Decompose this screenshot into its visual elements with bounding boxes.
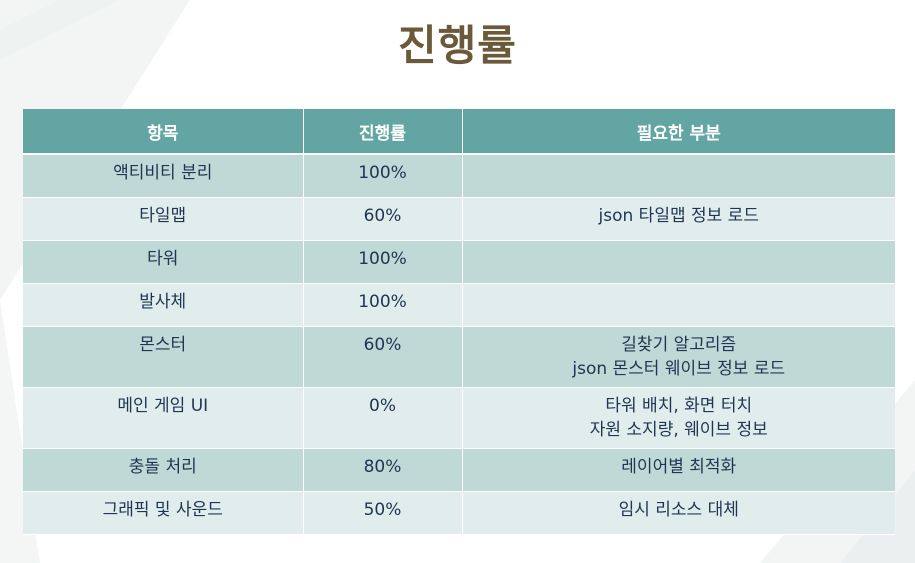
header-item: 항목 bbox=[23, 109, 304, 155]
progress-cell: 100% bbox=[303, 240, 463, 284]
item-cell: 타워 bbox=[23, 240, 304, 284]
needs-line: 자원 소지량, 웨이브 정보 bbox=[589, 420, 768, 440]
progress-cell: 60% bbox=[303, 326, 463, 388]
table-row: 그래픽 및 사운드 50% 임시 리소스 대체 bbox=[23, 491, 895, 535]
item-cell: 발사체 bbox=[23, 283, 304, 327]
table-row: 액티비티 분리 100% bbox=[23, 154, 895, 198]
progress-cell: 80% bbox=[303, 448, 463, 492]
needs-line: 레이어별 최적화 bbox=[621, 457, 737, 477]
item-cell: 그래픽 및 사운드 bbox=[23, 491, 304, 535]
item-cell: 메인 게임 UI bbox=[23, 387, 304, 449]
progress-cell: 50% bbox=[303, 491, 463, 535]
needs-cell: 길찾기 알고리즘 json 몬스터 웨이브 정보 로드 bbox=[462, 326, 895, 388]
item-cell: 몬스터 bbox=[23, 326, 304, 388]
item-cell: 액티비티 분리 bbox=[23, 154, 304, 198]
table-header-row: 항목 진행률 필요한 부분 bbox=[23, 109, 895, 155]
table-row: 메인 게임 UI 0% 타워 배치, 화면 터치 자원 소지량, 웨이브 정보 bbox=[23, 387, 895, 449]
needs-line: json 타일맵 정보 로드 bbox=[598, 206, 759, 226]
needs-cell: 레이어별 최적화 bbox=[462, 448, 895, 492]
progress-cell: 0% bbox=[303, 387, 463, 449]
table-row: 발사체 100% bbox=[23, 283, 895, 327]
header-progress: 진행률 bbox=[303, 109, 463, 155]
needs-cell: 임시 리소스 대체 bbox=[462, 491, 895, 535]
table-row: 타워 100% bbox=[23, 240, 895, 284]
needs-line: 임시 리소스 대체 bbox=[618, 500, 739, 520]
needs-line: json 몬스터 웨이브 정보 로드 bbox=[572, 359, 786, 379]
needs-line: 길찾기 알고리즘 bbox=[621, 335, 737, 355]
table-row: 타일맵 60% json 타일맵 정보 로드 bbox=[23, 197, 895, 241]
table-row: 충돌 처리 80% 레이어별 최적화 bbox=[23, 448, 895, 492]
needs-line: 타워 배치, 화면 터치 bbox=[605, 396, 753, 416]
progress-table: 항목 진행률 필요한 부분 액티비티 분리 100% 타일맵 60% json … bbox=[23, 109, 895, 535]
item-cell: 타일맵 bbox=[23, 197, 304, 241]
table-row: 몬스터 60% 길찾기 알고리즘 json 몬스터 웨이브 정보 로드 bbox=[23, 326, 895, 388]
header-needs: 필요한 부분 bbox=[462, 109, 895, 155]
page-title: 진행률 bbox=[398, 21, 517, 70]
item-cell: 충돌 처리 bbox=[23, 448, 304, 492]
progress-cell: 60% bbox=[303, 197, 463, 241]
progress-cell: 100% bbox=[303, 154, 463, 198]
needs-cell bbox=[462, 283, 895, 327]
needs-cell bbox=[462, 154, 895, 198]
progress-cell: 100% bbox=[303, 283, 463, 327]
needs-cell bbox=[462, 240, 895, 284]
needs-cell: json 타일맵 정보 로드 bbox=[462, 197, 895, 241]
needs-cell: 타워 배치, 화면 터치 자원 소지량, 웨이브 정보 bbox=[462, 387, 895, 449]
